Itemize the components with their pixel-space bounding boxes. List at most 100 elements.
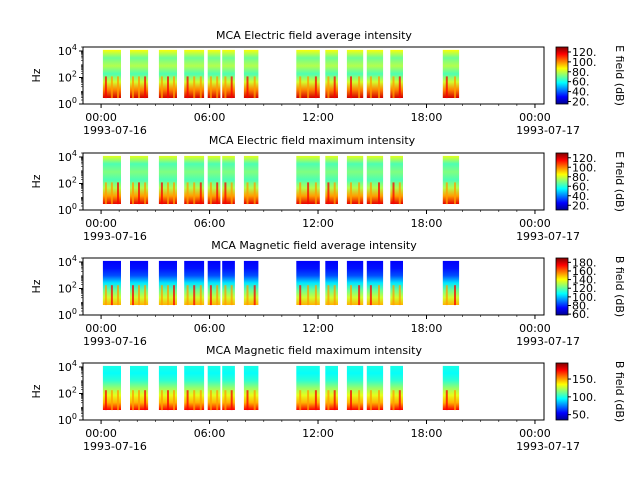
plot-frame: [82, 362, 545, 421]
data-block: [346, 49, 364, 98]
data-block: [366, 155, 384, 204]
intensity-streak: [160, 76, 163, 99]
intensity-streak: [369, 76, 372, 99]
data-block: [243, 49, 259, 98]
intensity-streak: [230, 182, 233, 205]
data-block: [130, 49, 149, 98]
intensity-streak: [230, 285, 233, 306]
intensity-streak: [199, 285, 202, 306]
colorbar-tick-label: 100.: [572, 161, 597, 174]
intensity-streak: [378, 285, 380, 306]
intensity-streak: [350, 182, 352, 205]
intensity-streak: [454, 182, 456, 205]
intensity-streak: [358, 285, 361, 306]
colorbar-label: E field (dB): [613, 45, 626, 106]
intensity-streak: [224, 390, 227, 411]
intensity-streak: [117, 182, 119, 205]
intensity-streak: [333, 390, 336, 411]
data-block: [390, 155, 403, 204]
intensity-streak: [144, 182, 147, 205]
intensity-streak: [144, 76, 147, 99]
intensity-streak: [307, 390, 310, 411]
x-tick-label: 06:00: [194, 427, 226, 440]
colorbar-tick-label: 60.: [572, 180, 590, 193]
intensity-streak: [160, 285, 163, 306]
intensity-streak: [378, 182, 380, 205]
intensity-streak: [173, 285, 175, 306]
intensity-streak: [445, 285, 448, 306]
intensity-streak: [445, 390, 448, 411]
x-tick-label: 12:00: [302, 217, 334, 230]
intensity-streak: [193, 76, 196, 99]
intensity-streak: [350, 76, 352, 99]
y-tick-label: 104: [58, 359, 77, 374]
intensity-streak: [314, 390, 317, 411]
x-tick-label: 00:00: [85, 111, 117, 124]
intensity-streak: [392, 76, 395, 99]
intensity-streak: [132, 76, 134, 99]
panel-electric-average: MCA Electric field average intensity Hz …: [30, 29, 626, 137]
intensity-streak: [110, 390, 113, 411]
intensity-streak: [216, 390, 219, 411]
intensity-streak: [110, 76, 113, 99]
x-tick-label: 00:00: [519, 217, 551, 230]
y-tick-label: 102: [58, 175, 77, 190]
data-block: [366, 260, 384, 305]
data-block: [243, 260, 259, 305]
colorbar-tick-label: 50.: [572, 409, 590, 422]
colorbar-tick-label: 20.: [572, 96, 590, 109]
colorbar-tick-label: 160.: [572, 265, 597, 278]
intensity-streak: [314, 285, 317, 306]
intensity-streak: [167, 390, 169, 411]
data-block: [158, 260, 177, 305]
data-block: [325, 49, 338, 98]
x-tick-label: 18:00: [411, 427, 443, 440]
colorbar-tick-label: 100.: [572, 291, 597, 304]
intensity-streak: [144, 390, 147, 411]
data-block: [184, 155, 205, 204]
y-tick-label: 100: [58, 307, 77, 322]
intensity-streak: [199, 76, 202, 99]
data-block: [130, 365, 149, 410]
x-tick-label: 00:00: [85, 322, 117, 335]
data-block: [158, 49, 177, 98]
colorbar-tick-label: 40.: [572, 190, 590, 203]
data-block: [325, 155, 338, 204]
x-tick-label: 06:00: [194, 217, 226, 230]
y-axis-label: Hz: [30, 174, 43, 188]
data-block: [366, 49, 384, 98]
intensity-streak: [110, 285, 113, 306]
intensity-streak: [314, 76, 317, 99]
end-date-label: 1993-07-17: [516, 440, 580, 453]
intensity-streak: [333, 76, 336, 99]
intensity-streak: [199, 390, 202, 411]
colorbar: [555, 152, 569, 211]
intensity-streak: [209, 285, 212, 306]
colorbar-tick-label: 120.: [572, 152, 597, 165]
intensity-streak: [117, 285, 119, 306]
colorbar-tick-label: 120.: [572, 282, 597, 295]
colorbar: [555, 362, 569, 421]
intensity-streak: [398, 182, 401, 205]
intensity-streak: [132, 182, 134, 205]
intensity-streak: [246, 76, 249, 99]
data-block: [184, 260, 205, 305]
intensity-streak: [454, 390, 456, 411]
intensity-streak: [369, 390, 372, 411]
x-tick-label: 06:00: [194, 111, 226, 124]
start-date-label: 1993-07-16: [83, 124, 147, 137]
start-date-label: 1993-07-16: [83, 335, 147, 348]
intensity-streak: [307, 285, 310, 306]
intensity-streak: [104, 285, 107, 306]
intensity-streak: [246, 285, 249, 306]
data-block: [222, 260, 235, 305]
colorbar-tick-label: 20.: [572, 199, 590, 212]
intensity-streak: [299, 285, 302, 306]
data-block: [102, 260, 121, 305]
x-tick-label: 18:00: [411, 217, 443, 230]
intensity-streak: [209, 390, 212, 411]
intensity-streak: [398, 285, 401, 306]
intensity-streak: [398, 390, 401, 411]
intensity-streak: [333, 285, 336, 306]
